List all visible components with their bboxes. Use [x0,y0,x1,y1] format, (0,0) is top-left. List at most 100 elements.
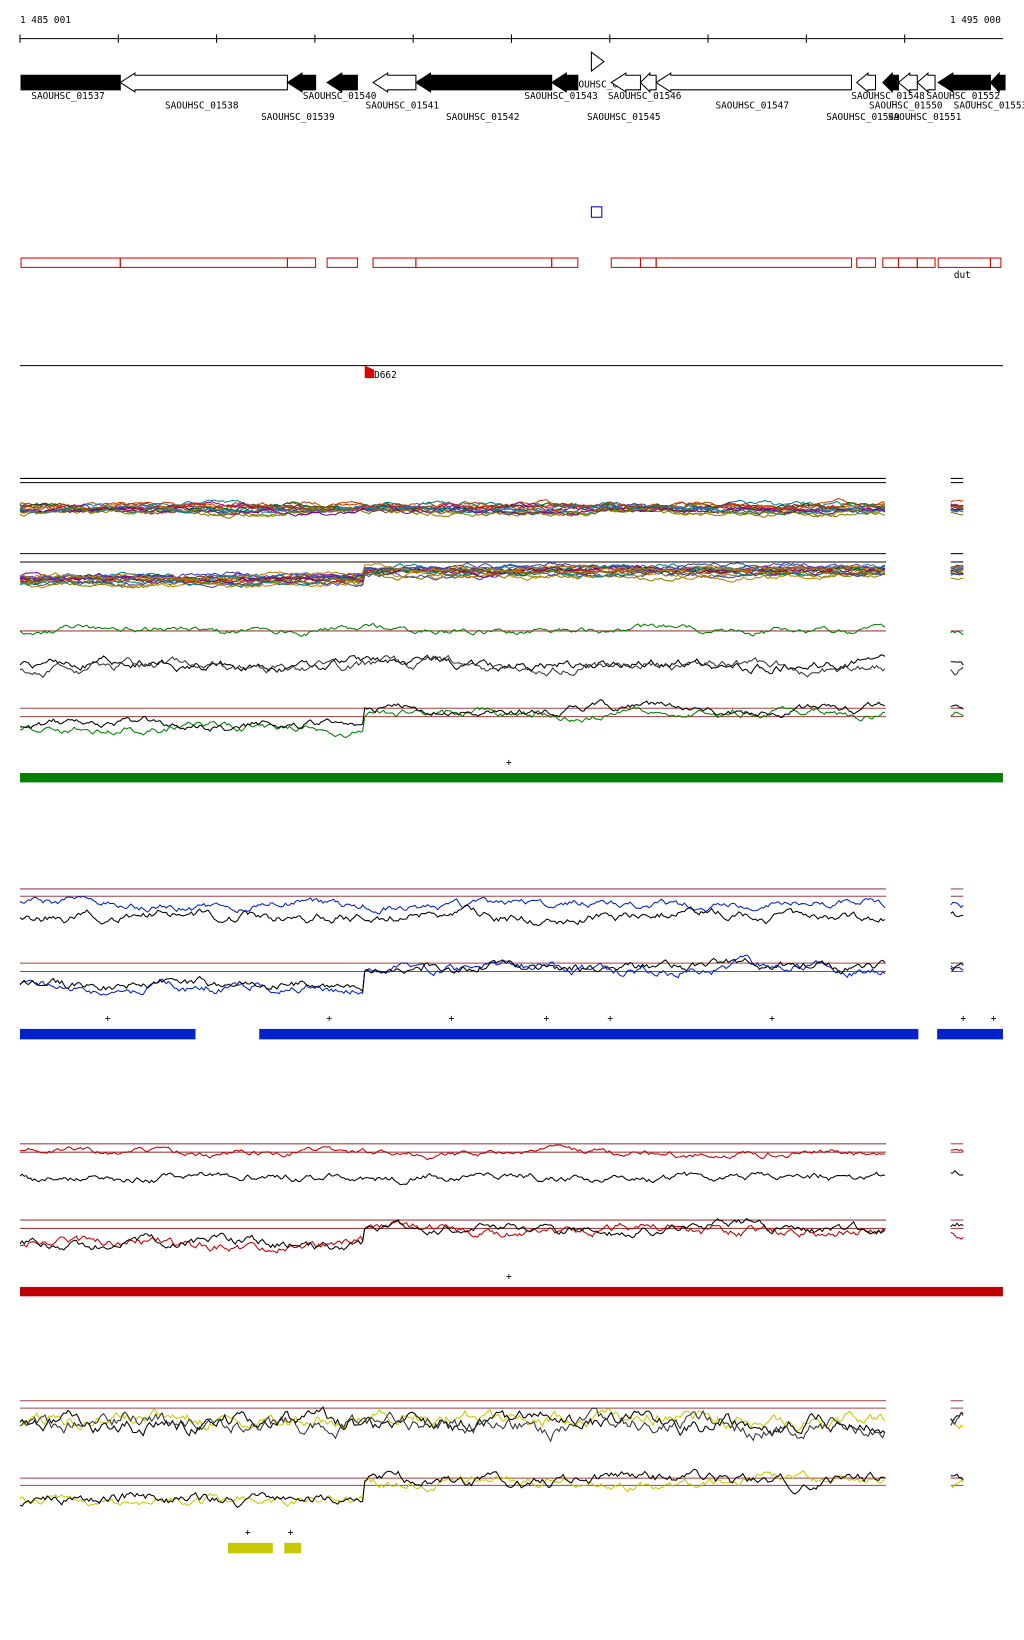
gene-label: SAOUHSC_01551 [888,112,962,123]
cds-box [937,257,991,268]
cds-box [415,257,553,268]
trace [950,572,964,576]
trace [950,1479,964,1489]
trace [19,504,885,516]
peak-mark: + [105,1014,111,1025]
gene [20,74,121,91]
red-bar [20,1286,1003,1297]
trace [950,1222,964,1228]
trace [19,1468,886,1509]
cds-box [639,257,657,268]
gene-label: SAOUHSC_01537 [31,91,105,102]
peak-mark: + [449,1014,455,1025]
gene-label: SAOUHSC_01549 [826,112,900,123]
trace [19,654,886,679]
cds-box [610,257,642,268]
trace [950,1232,964,1240]
trace [950,507,964,511]
blue-bar [20,1028,196,1040]
trace [19,957,886,993]
trace [950,577,964,581]
peak-mark: + [991,1014,997,1025]
cds-box [286,257,317,268]
trace [950,499,964,503]
trace [19,570,885,589]
trace [950,704,964,710]
trace [19,569,885,589]
gene [590,51,605,73]
trace [950,962,964,972]
end-label: 1 495 000 [950,15,1001,26]
yellow-bar [284,1542,301,1554]
trace [950,505,964,509]
trace [19,705,885,739]
trace [950,711,964,717]
gene [916,71,936,94]
trace [19,565,886,584]
gene-label: SAOUHSC_01545 [587,112,661,123]
trace [950,503,964,507]
trace [950,569,964,573]
trace [19,504,886,516]
gene [414,72,553,93]
gene [655,72,853,93]
trace [950,564,964,570]
peak-mark: + [769,1014,775,1025]
gene-label: SAOUHSC_01541 [366,101,440,112]
peak-mark: + [506,1272,512,1283]
trace [950,630,964,636]
blue-bar [937,1028,1003,1040]
peak-mark: + [245,1528,251,1539]
gene [372,72,417,93]
gene [550,72,579,93]
site-label: D662 [374,370,397,381]
trace [19,1220,886,1254]
gene-label: SAOUHSC_01550 [869,101,943,112]
trace [19,567,886,588]
cds-box [372,257,417,268]
trace [19,563,886,582]
trace [19,698,886,732]
gene-label: SAOUHSC_01544 [567,80,641,91]
cds-box [897,257,918,268]
cds-box [20,257,121,268]
gene-label: SAOUHSC_01546 [608,91,682,102]
peak-mark: + [288,1528,294,1539]
cds-box [655,257,853,268]
trace [950,666,964,676]
trace [19,1144,886,1161]
cds-box [119,257,288,268]
yellow-bar [227,1542,273,1554]
trace [950,661,964,666]
gene-label: SAOUHSC_01538 [165,101,239,112]
trace [950,511,964,516]
gene [610,72,642,93]
trace [19,1406,886,1437]
green-bar [20,772,1003,783]
trace [950,1473,964,1481]
cds-box [856,257,877,268]
trace [950,1418,964,1430]
blue-box [590,206,603,218]
peak-mark: + [960,1014,966,1025]
trace [950,1148,964,1153]
gene-label: SAOUHSC_01540 [303,91,377,102]
trace [19,1470,886,1507]
cds-label: dut [954,270,971,281]
gene-label: SAOUHSC_01547 [716,101,790,112]
blue-bar [259,1028,919,1040]
cds-box [326,257,358,268]
gene [989,71,1006,94]
gene [639,71,657,94]
trace [19,1217,886,1251]
gene [855,72,877,94]
trace [950,1170,964,1176]
trace [950,911,964,918]
cds-box [551,257,579,268]
trace [19,500,885,512]
start-label: 1 485 001 [20,15,71,26]
trace [950,901,964,909]
gene [937,72,991,93]
